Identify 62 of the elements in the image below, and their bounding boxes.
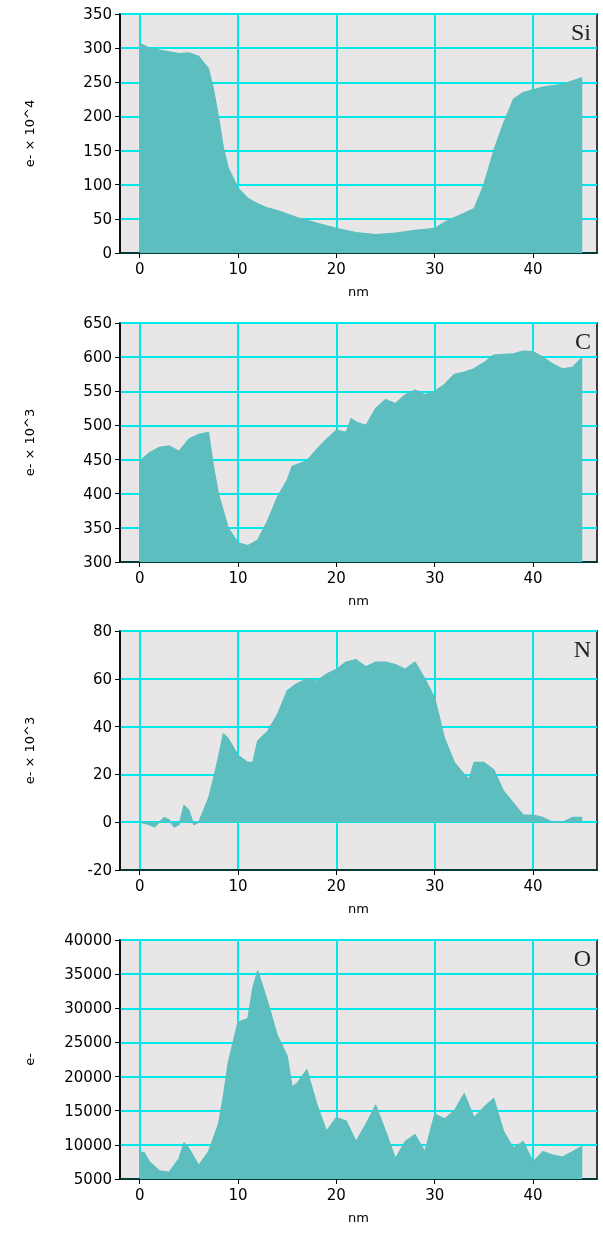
x-tick-label: 0 [134, 259, 145, 278]
y-tick-label: 650 [83, 313, 112, 332]
x-tick-label: 0 [134, 568, 145, 586]
x-axis-title: nm [348, 284, 369, 299]
x-tick-label: 40 [523, 568, 543, 586]
x-tick-label: 10 [228, 259, 248, 278]
x-axis-title: nm [348, 592, 369, 608]
x-tick-label: 10 [228, 1185, 248, 1203]
x-tick-label: 20 [326, 876, 346, 895]
y-tick-label: 400 [83, 484, 112, 503]
x-tick-label: 20 [326, 1185, 346, 1203]
y-tick-label: 100 [83, 175, 112, 194]
x-tick-label: 0 [134, 876, 145, 895]
annotation: C [574, 327, 592, 354]
y-tick-label: 450 [83, 450, 112, 469]
y-tick-label: 30000 [64, 998, 112, 1017]
x-tick-label: 30 [425, 259, 445, 278]
y-tick-label: 0 [102, 244, 112, 262]
y-tick-label: 15000 [64, 1101, 112, 1120]
x-axis-title: nm [348, 1209, 369, 1225]
y-tick-label: 0 [102, 813, 112, 832]
y-axis-title: e- × 10^3 [22, 408, 37, 476]
x-tick-label: 0 [134, 1185, 145, 1203]
x-tick-label: 10 [228, 876, 248, 895]
y-tick-label: 5000 [73, 1169, 112, 1188]
x-tick-label: 30 [425, 1185, 445, 1203]
x-tick-label: 20 [326, 259, 346, 278]
x-tick-label: 40 [523, 1185, 543, 1203]
y-tick-label: 150 [83, 141, 112, 160]
y-tick-label: 20 [92, 765, 112, 784]
x-tick-label: 30 [425, 568, 445, 586]
y-tick-label: 600 [83, 347, 112, 366]
y-axis-title: e- [22, 1052, 37, 1066]
y-tick-label: 40000 [64, 930, 112, 949]
y-tick-label: 350 [83, 518, 112, 537]
x-tick-label: 10 [228, 568, 248, 586]
y-tick-label: 60 [92, 669, 112, 688]
x-tick-label: 20 [326, 568, 346, 586]
y-tick-label: -20 [87, 861, 112, 879]
y-tick-label: 550 [83, 381, 112, 400]
y-tick-label: 35000 [64, 964, 112, 983]
y-tick-label: 80 [92, 622, 112, 640]
annotation: O [573, 944, 592, 971]
y-tick-label: 20000 [64, 1067, 112, 1086]
y-tick-label: 10000 [64, 1135, 112, 1154]
y-tick-label: 40 [92, 717, 112, 736]
y-tick-label: 200 [83, 107, 112, 126]
y-axis-title: e- × 10^3 [22, 716, 37, 785]
x-tick-label: 40 [523, 259, 543, 278]
x-tick-label: 30 [425, 876, 445, 895]
y-tick-label: 350 [83, 5, 112, 23]
y-tick-label: 500 [83, 415, 112, 434]
y-tick-label: 250 [83, 73, 112, 92]
y-tick-label: 25000 [64, 1032, 112, 1051]
annotation: N [573, 636, 592, 662]
y-axis-title: e- × 10^4 [22, 99, 37, 168]
y-tick-label: 50 [92, 209, 112, 228]
y-tick-label: 300 [83, 39, 112, 58]
x-tick-label: 40 [523, 876, 543, 895]
annotation: Si [570, 19, 592, 45]
y-tick-label: 300 [83, 552, 112, 571]
x-axis-title: nm [348, 901, 369, 916]
